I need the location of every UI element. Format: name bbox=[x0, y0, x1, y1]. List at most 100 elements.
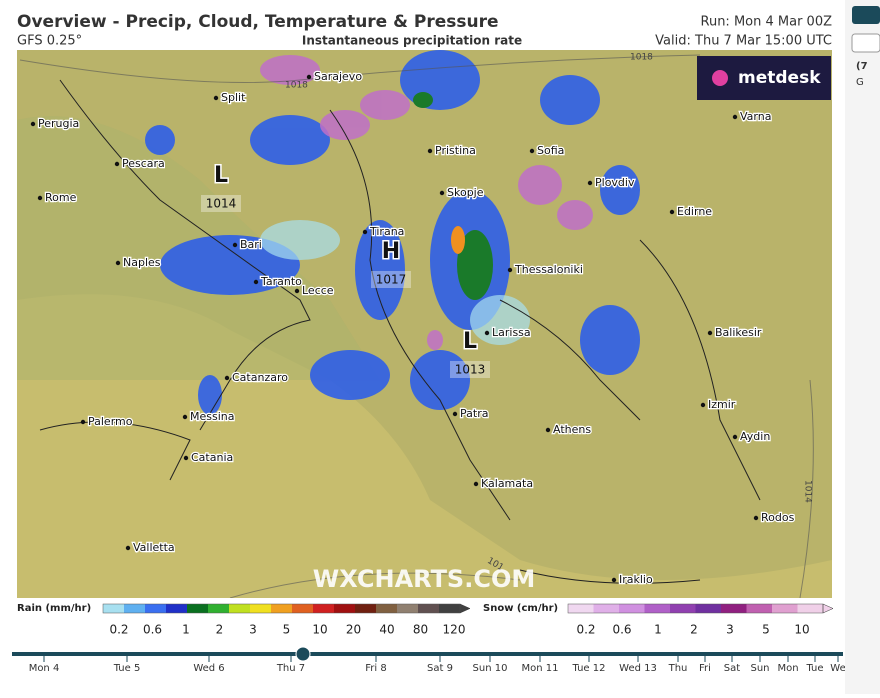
legend-frame bbox=[102, 603, 461, 614]
side-button[interactable] bbox=[851, 33, 880, 53]
city-dot bbox=[362, 229, 368, 235]
legend-swatch bbox=[670, 604, 696, 613]
pressure-box bbox=[450, 361, 490, 378]
legend-tick: 0.2 bbox=[576, 623, 595, 637]
pressure-symbol: L bbox=[214, 163, 228, 188]
city-dot bbox=[732, 114, 738, 120]
pressure-value: 1013 bbox=[455, 363, 486, 377]
city-label: Split bbox=[221, 91, 246, 104]
legend-swatch bbox=[721, 604, 747, 613]
pressure-value: 1017 bbox=[376, 273, 407, 287]
city-dot bbox=[707, 330, 713, 336]
city-label: Patra bbox=[460, 407, 488, 420]
city-dot bbox=[452, 411, 458, 417]
legend-tick: 10 bbox=[312, 623, 327, 637]
timeline-day[interactable]: Tue bbox=[805, 663, 823, 674]
city-label: Izmir bbox=[708, 398, 736, 411]
legend-tick: 1 bbox=[654, 623, 662, 637]
legend-swatch bbox=[271, 604, 293, 613]
legend-swatch bbox=[292, 604, 314, 613]
city-dot bbox=[253, 279, 259, 285]
city-label: Pristina bbox=[435, 144, 476, 157]
legend-tick: 3 bbox=[726, 623, 734, 637]
city-dot bbox=[587, 180, 593, 186]
city-dot bbox=[114, 161, 120, 167]
city-dot bbox=[484, 330, 490, 336]
legend-tick: 5 bbox=[762, 623, 770, 637]
timeline-day[interactable]: Wed 13 bbox=[619, 663, 657, 674]
legend-frame bbox=[567, 603, 824, 614]
side-text: G bbox=[856, 77, 864, 88]
timeline-day[interactable]: Thu 7 bbox=[276, 663, 305, 674]
city-label: Bari bbox=[240, 238, 262, 251]
side-button[interactable] bbox=[852, 6, 880, 24]
city-label: Taranto bbox=[260, 275, 302, 288]
city-dot bbox=[182, 414, 188, 420]
timeline-day[interactable]: Sun 10 bbox=[473, 663, 508, 674]
legend-swatch bbox=[229, 604, 251, 613]
subtitle: Instantaneous precipitation rate bbox=[302, 34, 522, 48]
legend-swatch bbox=[644, 604, 671, 613]
legend-swatch bbox=[376, 604, 398, 613]
timeline-handle[interactable] bbox=[295, 646, 311, 662]
isobar-label: 1018 bbox=[285, 81, 308, 91]
city-label: Aydin bbox=[740, 430, 770, 443]
timeline-day[interactable]: Sat 9 bbox=[427, 663, 453, 674]
city-dot bbox=[732, 434, 738, 440]
legend-arrow bbox=[459, 603, 471, 614]
pressure-box bbox=[201, 195, 241, 212]
legend-tick: 2 bbox=[216, 623, 224, 637]
title: Overview - Precip, Cloud, Temperature & … bbox=[17, 12, 499, 32]
legend-tick: 120 bbox=[443, 623, 466, 637]
legend-tick: 20 bbox=[346, 623, 361, 637]
city-dot bbox=[427, 148, 433, 154]
city-label: Sarajevo bbox=[314, 70, 362, 83]
legend-tick: 5 bbox=[283, 623, 291, 637]
legend-tick: 0.6 bbox=[612, 623, 631, 637]
city-label: Catania bbox=[191, 451, 233, 464]
city-label: Athens bbox=[553, 423, 591, 436]
city-dot bbox=[439, 190, 445, 196]
legend-tick: 0.2 bbox=[109, 623, 128, 637]
legend-tick: 1 bbox=[182, 623, 190, 637]
city-dot bbox=[700, 402, 706, 408]
pressure-box bbox=[371, 271, 411, 288]
timeline-day[interactable]: We bbox=[830, 663, 845, 674]
legend-tick: 10 bbox=[794, 623, 809, 637]
city-dot bbox=[232, 242, 238, 248]
timeline-day[interactable]: Sun bbox=[750, 663, 769, 674]
city-label: Sofia bbox=[537, 144, 564, 157]
timeline-day[interactable]: Tue 12 bbox=[572, 663, 606, 674]
timeline-day[interactable]: Sat bbox=[724, 663, 740, 674]
legend-swatch bbox=[568, 604, 594, 613]
legend-swatch bbox=[103, 604, 125, 613]
city-label: Balikesir bbox=[715, 326, 762, 339]
timeline-day[interactable]: Mon 4 bbox=[29, 663, 60, 674]
legend-swatch bbox=[166, 604, 188, 613]
timeline-day[interactable]: Mon 11 bbox=[522, 663, 559, 674]
legend-tick: 2 bbox=[690, 623, 698, 637]
timeline-day[interactable]: Wed 6 bbox=[193, 663, 224, 674]
timeline-day[interactable]: Thu bbox=[668, 663, 688, 674]
city-dot bbox=[669, 209, 675, 215]
timeline-day[interactable]: Mon bbox=[777, 663, 798, 674]
timeline-day[interactable]: Fri 8 bbox=[365, 663, 386, 674]
city-label: Rodos bbox=[761, 511, 795, 524]
city-label: Edirne bbox=[677, 205, 712, 218]
legend-swatch bbox=[746, 604, 773, 613]
pressure-symbol: L bbox=[463, 329, 477, 354]
isobar-label: 1014 bbox=[803, 480, 813, 503]
legend-swatch bbox=[124, 604, 146, 613]
side-panel bbox=[845, 0, 880, 694]
city-label: Valletta bbox=[133, 541, 175, 554]
timeline-day[interactable]: Tue 5 bbox=[113, 663, 141, 674]
legend-title: Rain (mm/hr) bbox=[17, 603, 91, 614]
city-dot bbox=[306, 74, 312, 80]
timeline-day[interactable]: Fri bbox=[699, 663, 711, 674]
legend-swatch bbox=[355, 604, 377, 613]
legend-tick: 0.6 bbox=[143, 623, 162, 637]
valid-time: Valid: Thu 7 Mar 15:00 UTC bbox=[655, 34, 832, 49]
city-dot bbox=[213, 95, 219, 101]
city-dot bbox=[80, 419, 86, 425]
